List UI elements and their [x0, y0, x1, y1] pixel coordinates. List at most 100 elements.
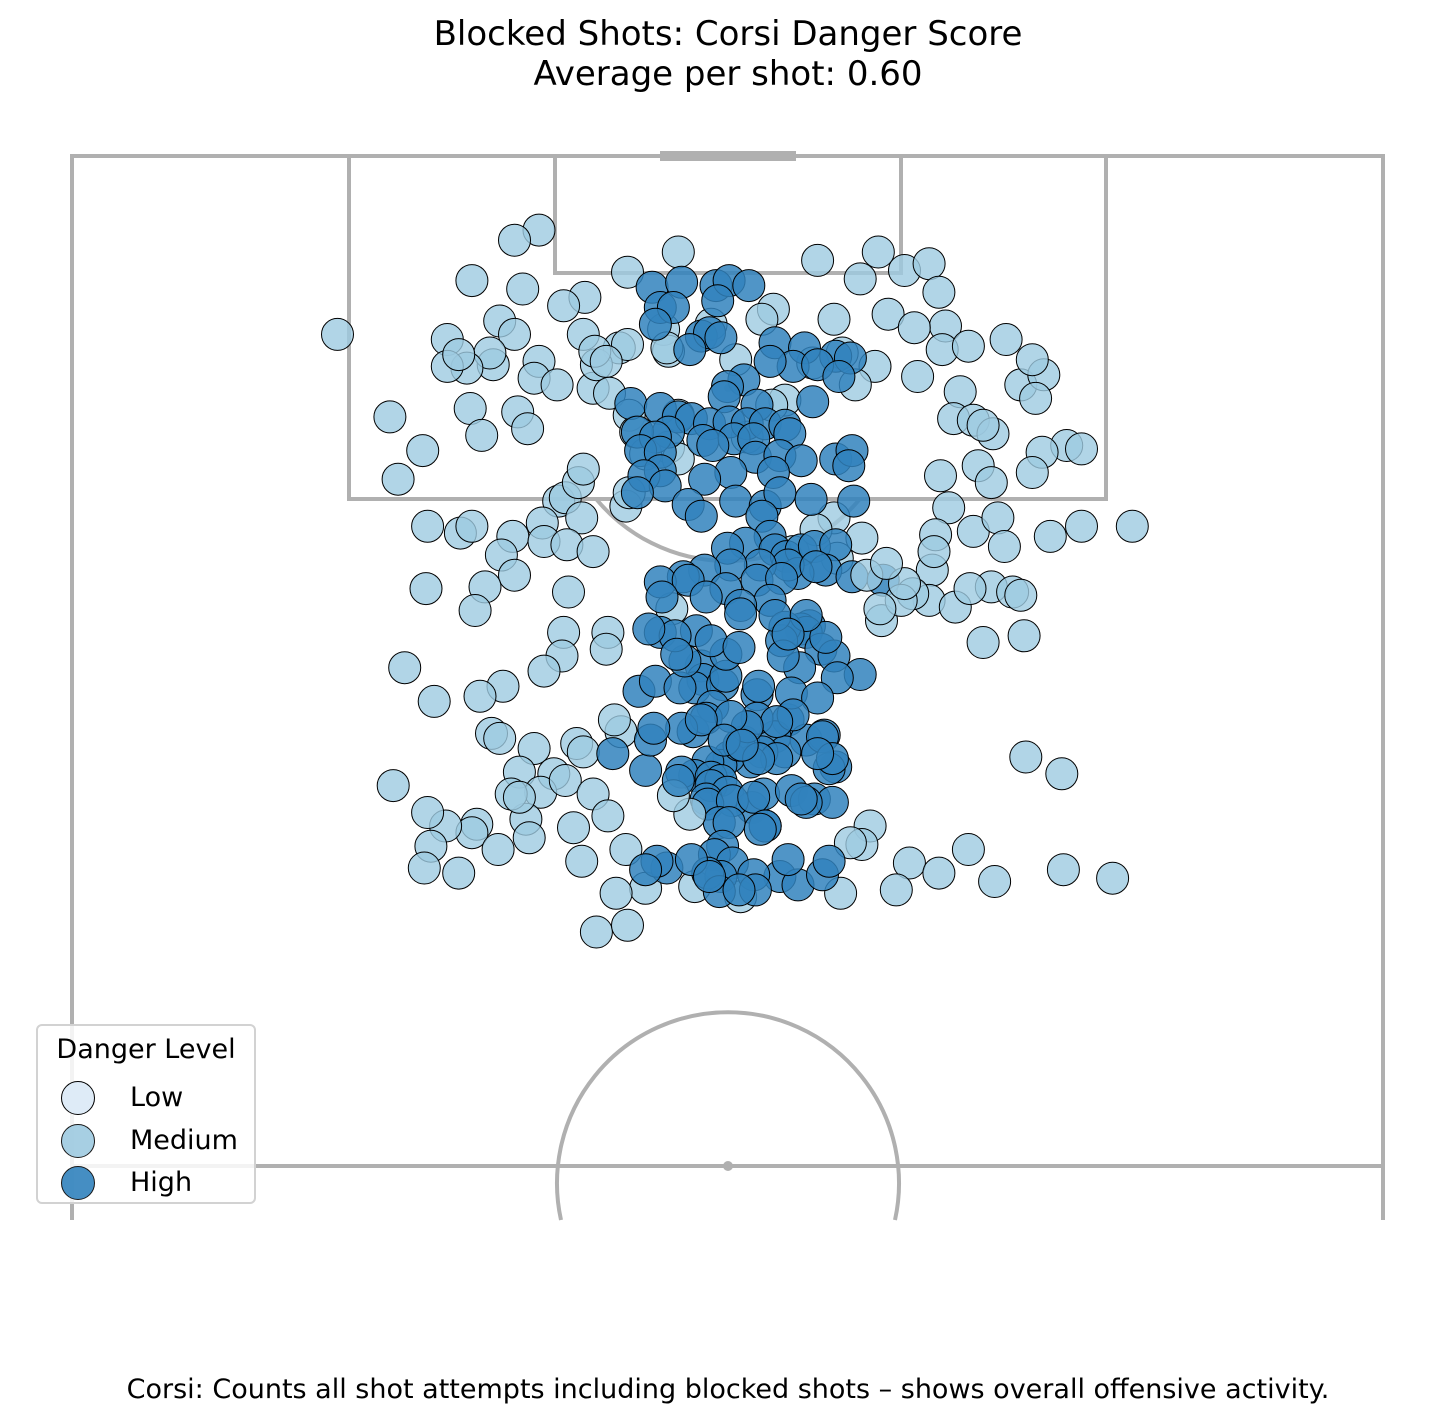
- shot-point-medium: [406, 434, 440, 468]
- shot-point-high: [832, 449, 866, 483]
- shot-point-medium: [609, 833, 643, 866]
- shot-point-high: [809, 620, 843, 654]
- shot-point-high: [722, 631, 756, 664]
- shot-point-medium: [506, 272, 540, 306]
- shot-point-high: [794, 482, 828, 516]
- shot-point-high: [694, 624, 728, 658]
- shot-point-medium: [1045, 757, 1079, 791]
- shot-point-high: [629, 753, 663, 787]
- shot-point-medium: [465, 418, 499, 452]
- shot-point-medium: [1065, 432, 1098, 466]
- shot-point-medium: [1004, 578, 1038, 612]
- shot-point-medium: [932, 491, 966, 525]
- chart-title-block: Blocked Shots: Corsi Danger Score Averag…: [0, 14, 1456, 94]
- shot-point-medium: [861, 235, 895, 269]
- shot-point-high: [753, 344, 787, 378]
- shot-point-medium: [417, 684, 451, 718]
- shot-point-medium: [498, 558, 531, 592]
- shot-point-medium: [1046, 853, 1080, 887]
- chart-title: Blocked Shots: Corsi Danger Score: [433, 14, 1023, 54]
- shot-point-medium: [599, 876, 633, 910]
- legend-title: Danger Level: [56, 1034, 236, 1065]
- shot-point-medium: [576, 535, 610, 569]
- shot-point-medium: [1096, 861, 1130, 895]
- shot-point-medium: [1009, 740, 1043, 774]
- shot-point-high: [638, 307, 672, 341]
- shot-point-medium: [565, 844, 599, 878]
- shot-point-medium: [442, 338, 476, 372]
- shot-point-high: [632, 612, 666, 646]
- shot-point-medium: [373, 400, 407, 434]
- shot-point-medium: [987, 530, 1021, 563]
- shot-point-medium: [833, 826, 867, 860]
- shot-point-medium: [407, 851, 441, 885]
- shot-point-medium: [589, 632, 623, 666]
- legend-item-low: Low: [38, 1078, 254, 1120]
- shot-point-high: [661, 764, 695, 797]
- shot-point-medium: [1033, 519, 1067, 553]
- shot-points: [321, 213, 1149, 949]
- shot-point-high: [724, 597, 758, 631]
- legend-label-high: High: [130, 1167, 193, 1198]
- chart-subtitle: Average per shot: 0.60: [533, 54, 923, 94]
- shot-point-high: [614, 387, 648, 420]
- shot-point-high: [771, 843, 805, 877]
- legend-swatch-high: [61, 1166, 95, 1200]
- shot-point-high: [688, 462, 722, 496]
- shot-point-medium: [566, 735, 600, 769]
- shot-point-medium: [989, 323, 1023, 356]
- shot-point-medium: [1115, 509, 1149, 543]
- shot-point-medium: [557, 811, 590, 845]
- shot-point-medium: [409, 572, 443, 606]
- legend-item-high: High: [38, 1163, 254, 1205]
- shot-point-medium: [566, 452, 600, 486]
- shot-point-medium: [924, 459, 957, 493]
- shot-point-medium: [411, 509, 445, 543]
- shot-point-high: [725, 728, 759, 762]
- legend-label-medium: Medium: [130, 1125, 238, 1156]
- shot-point-high: [693, 860, 726, 893]
- shot-point-high: [796, 385, 830, 419]
- shot-point-medium: [817, 302, 851, 336]
- shot-point-medium: [951, 833, 985, 866]
- shot-point-high: [629, 853, 663, 887]
- shot-point-high: [660, 637, 694, 671]
- shot-point-medium: [565, 501, 599, 535]
- shot-point-medium: [591, 799, 625, 833]
- shot-point-medium: [498, 317, 531, 351]
- shot-point-medium: [801, 243, 835, 277]
- centre-circle: [555, 1010, 901, 1221]
- shot-point-medium: [1007, 619, 1041, 653]
- shot-point-medium: [892, 846, 926, 880]
- shot-point-medium: [512, 821, 546, 855]
- shot-point-high: [673, 333, 707, 367]
- shot-point-high: [645, 580, 679, 614]
- shot-point-high: [820, 661, 854, 695]
- shot-point-high: [689, 580, 723, 614]
- shot-point-medium: [463, 679, 497, 713]
- legend-item-medium: Medium: [38, 1121, 254, 1163]
- shot-point-medium: [661, 235, 695, 269]
- shot-point-medium: [511, 412, 545, 446]
- shot-point-high: [801, 737, 835, 771]
- legend-label-low: Low: [130, 1082, 184, 1113]
- shot-point-medium: [1015, 343, 1049, 377]
- shot-point-medium: [552, 575, 585, 609]
- shot-point-high: [596, 737, 630, 771]
- shot-point-medium: [388, 651, 422, 685]
- legend-swatch-low: [61, 1081, 95, 1115]
- shot-point-medium: [974, 466, 1008, 500]
- shot-point-high: [799, 550, 833, 584]
- shot-point-medium: [547, 289, 581, 323]
- shot-point-medium: [1065, 509, 1098, 543]
- shot-point-high: [732, 269, 766, 303]
- shot-point-medium: [481, 833, 515, 866]
- shot-point-medium: [922, 275, 956, 309]
- centre-spot: [723, 1161, 733, 1171]
- legend: Danger Level Low Medium High: [36, 1024, 256, 1204]
- shot-point-high: [737, 780, 771, 814]
- shot-point-high: [704, 321, 738, 355]
- shot-point-medium: [381, 462, 415, 496]
- chart-footnote: Corsi: Counts all shot attempts includin…: [126, 1374, 1330, 1405]
